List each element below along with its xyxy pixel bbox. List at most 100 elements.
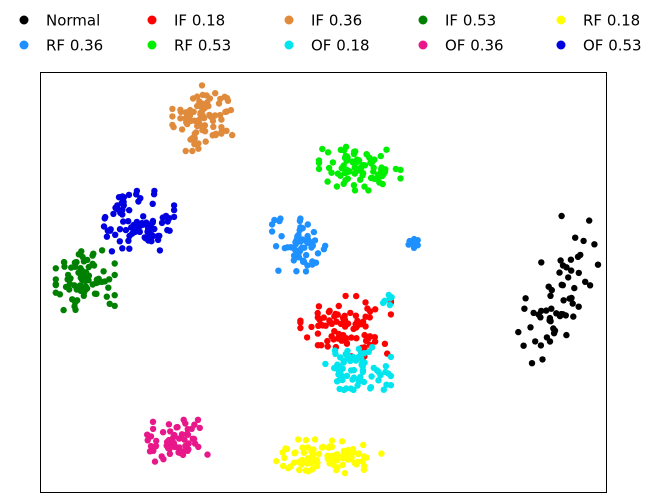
data-point-of-0-18	[387, 353, 395, 361]
data-point-rf-0-18	[341, 469, 349, 477]
data-point-if-0-18	[381, 340, 389, 347]
data-point-rf-0-36	[293, 268, 300, 275]
data-point-if-0-36	[177, 108, 185, 116]
data-point-rf-0-53	[343, 153, 351, 160]
data-point-if-0-18	[335, 302, 342, 310]
data-point-normal	[522, 295, 529, 302]
data-point-rf-0-53	[319, 145, 326, 153]
data-point-if-0-53	[111, 302, 118, 310]
data-point-if-0-18	[297, 324, 304, 332]
data-point-of-0-36	[179, 451, 187, 459]
data-point-of-0-53	[128, 224, 135, 231]
data-point-if-0-36	[189, 135, 196, 142]
data-point-rf-0-18	[302, 467, 309, 474]
data-point-rf-0-36	[414, 237, 421, 244]
data-point-if-0-53	[75, 251, 83, 258]
data-point-of-0-18	[360, 378, 368, 386]
data-point-of-0-18	[375, 377, 382, 384]
data-point-if-0-36	[192, 129, 200, 136]
data-point-if-0-18	[297, 319, 304, 326]
legend-marker-if-0-53	[418, 15, 428, 25]
legend-marker-of-0-36	[418, 40, 428, 50]
data-point-if-0-18	[330, 336, 337, 343]
data-point-if-0-36	[191, 141, 198, 148]
data-point-of-0-53	[156, 247, 164, 254]
data-point-if-0-36	[215, 100, 223, 107]
data-point-if-0-18	[326, 307, 333, 314]
data-point-if-0-18	[314, 314, 321, 321]
data-point-if-0-53	[106, 300, 113, 307]
data-point-if-0-36	[210, 123, 217, 130]
data-point-rf-0-18	[279, 449, 286, 456]
data-point-of-0-53	[170, 213, 178, 221]
data-point-rf-0-53	[324, 178, 331, 185]
legend-marker-if-0-36	[284, 15, 294, 25]
data-point-if-0-36	[202, 138, 209, 145]
data-point-of-0-53	[103, 233, 111, 240]
data-point-of-0-18	[331, 364, 338, 372]
data-point-rf-0-36	[303, 251, 310, 259]
data-point-if-0-18	[341, 312, 348, 319]
data-point-if-0-53	[111, 271, 118, 279]
data-point-normal	[538, 259, 545, 266]
data-point-of-0-36	[144, 431, 151, 438]
data-point-normal	[567, 256, 575, 263]
data-point-rf-0-53	[349, 159, 356, 166]
data-point-of-0-53	[170, 202, 178, 209]
data-point-normal	[559, 311, 567, 318]
legend-marker-rf-0-53	[147, 40, 157, 50]
data-point-rf-0-53	[366, 154, 373, 161]
data-point-rf-0-18	[283, 445, 291, 453]
legend-label-rf-0-53: RF 0.53	[174, 37, 231, 55]
data-point-rf-0-53	[315, 165, 323, 173]
data-point-if-0-53	[52, 276, 59, 283]
data-point-if-0-53	[71, 303, 78, 310]
data-point-of-0-18	[331, 347, 339, 354]
data-point-rf-0-18	[279, 462, 287, 470]
data-point-normal	[563, 331, 570, 339]
data-point-rf-0-36	[411, 241, 419, 248]
legend-label-if-0-36: IF 0.36	[311, 12, 362, 30]
data-point-if-0-36	[182, 147, 189, 155]
data-point-rf-0-36	[268, 228, 276, 235]
data-point-if-0-36	[196, 122, 204, 129]
legend-marker-of-0-18	[284, 40, 294, 50]
data-point-normal	[569, 300, 576, 307]
data-point-of-0-36	[146, 448, 154, 455]
data-point-if-0-36	[189, 147, 196, 155]
data-point-if-0-36	[169, 113, 176, 120]
data-point-rf-0-18	[311, 436, 319, 443]
data-point-if-0-53	[91, 290, 99, 297]
data-point-normal	[558, 212, 565, 220]
data-point-of-0-53	[125, 218, 132, 225]
data-point-of-0-36	[181, 436, 188, 443]
data-point-if-0-53	[90, 262, 98, 269]
data-point-normal	[591, 241, 598, 248]
data-point-rf-0-36	[278, 233, 285, 240]
data-point-if-0-18	[331, 328, 338, 335]
data-point-rf-0-53	[365, 187, 372, 194]
data-point-if-0-36	[199, 91, 206, 99]
data-point-rf-0-18	[378, 450, 385, 457]
data-point-rf-0-53	[324, 149, 332, 156]
data-point-rf-0-53	[333, 183, 341, 190]
data-point-rf-0-53	[377, 152, 384, 160]
data-point-normal	[537, 342, 545, 349]
data-point-of-0-18	[347, 367, 355, 374]
data-point-if-0-36	[198, 82, 206, 89]
data-point-rf-0-36	[309, 242, 316, 249]
data-point-rf-0-36	[290, 257, 297, 264]
data-point-if-0-36	[229, 131, 236, 139]
data-point-of-0-36	[188, 425, 195, 432]
data-point-rf-0-18	[315, 450, 323, 458]
data-point-if-0-18	[342, 292, 349, 300]
data-point-rf-0-18	[339, 454, 346, 461]
data-point-of-0-53	[125, 237, 132, 244]
data-point-normal	[582, 278, 589, 285]
data-point-if-0-36	[209, 131, 216, 139]
data-point-if-0-18	[362, 337, 370, 344]
data-point-rf-0-18	[299, 444, 306, 451]
data-point-rf-0-53	[359, 172, 366, 179]
data-point-rf-0-18	[328, 443, 336, 450]
data-point-if-0-53	[73, 258, 80, 266]
